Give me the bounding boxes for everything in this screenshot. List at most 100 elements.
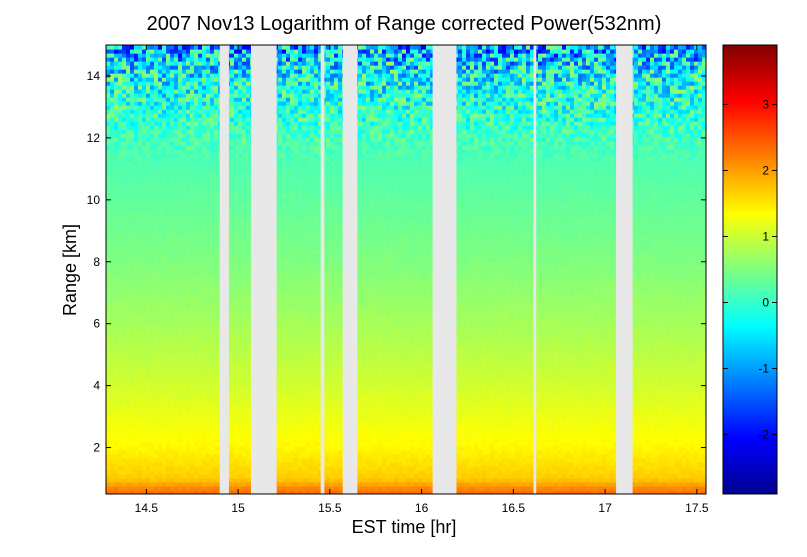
heatmap-cell: [194, 393, 199, 399]
heatmap-cell: [122, 93, 127, 98]
heatmap-cell: [230, 113, 235, 118]
heatmap-cell: [118, 277, 123, 283]
heatmap-cell: [198, 301, 203, 307]
heatmap-cell: [178, 393, 183, 399]
heatmap-cell: [138, 433, 143, 439]
heatmap-cell: [242, 481, 247, 487]
heatmap-cell: [154, 437, 159, 443]
heatmap-cell: [106, 429, 111, 435]
heatmap-cell: [146, 193, 151, 198]
heatmap-cell: [214, 133, 219, 138]
heatmap-cell: [174, 317, 179, 323]
heatmap-cell: [178, 173, 183, 178]
heatmap-cell: [166, 169, 171, 174]
heatmap-cell: [122, 45, 127, 50]
heatmap-cell: [174, 429, 179, 435]
heatmap-cell: [230, 101, 235, 106]
heatmap-cell: [234, 337, 239, 343]
heatmap-cell: [134, 133, 139, 138]
heatmap-cell: [158, 265, 163, 271]
heatmap-cell: [194, 397, 199, 403]
heatmap-cell: [242, 133, 247, 138]
heatmap-cell: [234, 465, 239, 471]
heatmap-cell: [202, 433, 207, 439]
heatmap-cell: [186, 185, 191, 190]
heatmap-cell: [174, 477, 179, 483]
heatmap-cell: [238, 377, 243, 383]
heatmap-cell: [170, 245, 175, 251]
heatmap-cell: [206, 197, 211, 202]
heatmap-cell: [238, 181, 243, 186]
heatmap-cell: [166, 109, 171, 114]
heatmap-cell: [114, 77, 119, 82]
heatmap-cell: [178, 429, 183, 435]
heatmap-cell: [174, 193, 179, 198]
heatmap-cell: [206, 45, 211, 50]
heatmap-cell: [138, 205, 143, 210]
heatmap-cell: [134, 209, 139, 214]
heatmap-cell: [126, 441, 131, 447]
heatmap-cell: [214, 189, 219, 194]
heatmap-cell: [126, 301, 131, 307]
heatmap-cell: [178, 461, 183, 467]
heatmap-cell: [154, 473, 159, 479]
heatmap-cell: [166, 373, 171, 379]
heatmap-cell: [154, 261, 159, 267]
heatmap-cell: [142, 97, 147, 102]
heatmap-cell: [230, 317, 235, 323]
heatmap-cell: [182, 449, 187, 455]
heatmap-cell: [162, 181, 167, 186]
heatmap-cell: [166, 425, 171, 431]
heatmap-cell: [138, 133, 143, 138]
heatmap-cell: [178, 197, 183, 202]
heatmap-cell: [246, 137, 251, 142]
heatmap-cell: [234, 161, 239, 166]
heatmap-cell: [214, 309, 219, 315]
heatmap-cell: [278, 117, 283, 122]
heatmap-cell: [210, 269, 215, 275]
heatmap-cell: [134, 313, 139, 319]
heatmap-cell: [210, 221, 215, 226]
heatmap-cell: [190, 429, 195, 435]
heatmap-cell: [146, 185, 151, 190]
heatmap-cell: [206, 177, 211, 182]
heatmap-cell: [134, 417, 139, 423]
heatmap-cell: [170, 269, 175, 275]
heatmap-cell: [202, 97, 207, 102]
heatmap-cell: [118, 49, 123, 54]
heatmap-cell: [206, 453, 211, 459]
heatmap-cell: [178, 317, 183, 323]
heatmap-cell: [234, 97, 239, 102]
heatmap-cell: [278, 89, 283, 94]
heatmap-cell: [202, 329, 207, 335]
heatmap-cell: [238, 101, 243, 106]
heatmap-cell: [138, 425, 143, 431]
heatmap-cell: [142, 393, 147, 399]
heatmap-cell: [114, 353, 119, 359]
heatmap-cell: [114, 109, 119, 114]
heatmap-cell: [122, 281, 127, 287]
heatmap-cell: [110, 221, 115, 226]
heatmap-cell: [282, 273, 287, 279]
heatmap-cell: [126, 201, 131, 206]
heatmap-cell: [134, 469, 139, 475]
heatmap-cell: [162, 297, 167, 303]
heatmap-cell: [130, 317, 135, 323]
heatmap-cell: [186, 181, 191, 186]
heatmap-cell: [186, 73, 191, 78]
heatmap-cell: [158, 429, 163, 435]
heatmap-cell: [186, 65, 191, 70]
heatmap-cell: [182, 141, 187, 146]
heatmap-cell: [190, 321, 195, 327]
heatmap-cell: [202, 213, 207, 218]
heatmap-cell: [110, 409, 115, 415]
heatmap-cell: [138, 181, 143, 186]
heatmap-cell: [130, 253, 135, 259]
heatmap-cell: [162, 261, 167, 267]
heatmap-cell: [146, 213, 151, 218]
heatmap-cell: [158, 153, 163, 158]
heatmap-cell: [142, 469, 147, 475]
heatmap-cell: [110, 149, 115, 154]
heatmap-cell: [142, 405, 147, 411]
heatmap-cell: [142, 129, 147, 134]
